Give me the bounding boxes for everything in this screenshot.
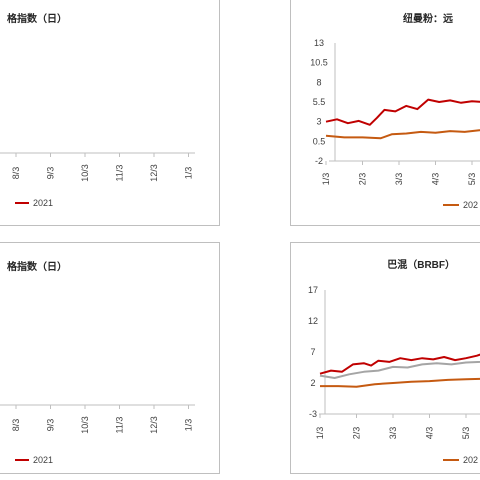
chart-panel-top-right: 纽曼粉：远 13 10.5 8 5.5 3 0.5 -2 1/3 2/3 3/3 4/3 5/3 202 <box>290 0 480 226</box>
chart-1: 纽曼粉：远 13 10.5 8 5.5 3 0.5 -2 1/3 2/3 3/3 4/3 5/3 202 <box>310 12 480 210</box>
x-tick-label: 1/3 <box>321 173 331 186</box>
x-tick-label: 4/3 <box>431 173 441 186</box>
x-tick-label: 1/3 <box>315 427 325 440</box>
x-tick-label: 9/3 <box>46 419 56 432</box>
chart-2: 格指数（日） 8/3 9/3 10/3 11/3 12/3 1/3 2021 <box>0 260 195 465</box>
chart-3: 巴混（BRBF） 17 12 7 2 -3 1/3 2/3 3/3 4/3 5/3 202 <box>308 258 480 465</box>
x-tick-label: 3/3 <box>388 427 398 440</box>
x-tick-label: 9/3 <box>46 167 56 180</box>
x-tick-label: 1/3 <box>184 167 194 180</box>
x-tick-label: 10/3 <box>80 416 90 434</box>
x-tick-label: 5/3 <box>461 427 471 440</box>
chart-title: 格指数（日） <box>7 260 67 273</box>
series-line <box>319 353 480 375</box>
x-tick-label: 11/3 <box>115 165 125 182</box>
y-tick-label: 10.5 <box>310 58 328 68</box>
y-tick-label: 8 <box>316 77 321 87</box>
x-tick-label: 8/3 <box>11 419 21 432</box>
x-tick-label: 11/3 <box>115 417 125 434</box>
y-tick-label: 17 <box>308 285 318 295</box>
x-tick-label: 8/3 <box>11 167 21 180</box>
legend-label: 2021 <box>33 455 53 465</box>
y-tick-label: 13 <box>314 38 324 48</box>
legend-label: 2021 <box>33 198 53 208</box>
series-line <box>319 360 480 379</box>
legend-label: 202 <box>463 455 478 465</box>
x-tick-label: 12/3 <box>149 416 159 434</box>
y-tick-label: 12 <box>308 316 318 326</box>
x-tick-label: 1/3 <box>184 419 194 432</box>
chart-title: 巴混（BRBF） <box>387 258 455 271</box>
chart-panel-bottom-right: 巴混（BRBF） 17 12 7 2 -3 1/3 2/3 3/3 4/3 5/3 202 <box>290 242 480 474</box>
y-tick-label: 0.5 <box>313 136 326 146</box>
y-tick-label: 3 <box>316 117 321 127</box>
y-tick-label: 2 <box>310 378 315 388</box>
x-tick-label: 2/3 <box>352 427 362 440</box>
series-line <box>325 98 480 126</box>
x-tick-label: 4/3 <box>425 427 435 440</box>
x-tick-label: 5/3 <box>467 173 477 186</box>
y-tick-label: -3 <box>309 409 317 419</box>
chart-panel-bottom-left: 格指数（日） 8/3 9/3 10/3 11/3 12/3 1/3 2021 <box>0 242 220 474</box>
x-tick-label: 3/3 <box>394 173 404 186</box>
x-tick-label: 10/3 <box>80 164 90 182</box>
x-tick-label: 12/3 <box>149 164 159 182</box>
chart-panel-top-left: 格指数（日） 8/3 9/3 10/3 11/3 12/3 1/3 2021 <box>0 0 220 226</box>
series-line <box>325 129 480 140</box>
series-line <box>320 377 480 388</box>
legend-label: 202 <box>463 200 478 210</box>
chart-0: 格指数（日） 8/3 9/3 10/3 11/3 12/3 1/3 2021 <box>0 12 195 208</box>
y-tick-label: 5.5 <box>313 97 326 107</box>
y-tick-label: 7 <box>310 347 315 357</box>
chart-title: 纽曼粉：远 <box>403 12 453 25</box>
x-tick-label: 2/3 <box>358 173 368 186</box>
y-tick-label: -2 <box>315 156 323 166</box>
chart-title: 格指数（日） <box>7 12 67 25</box>
